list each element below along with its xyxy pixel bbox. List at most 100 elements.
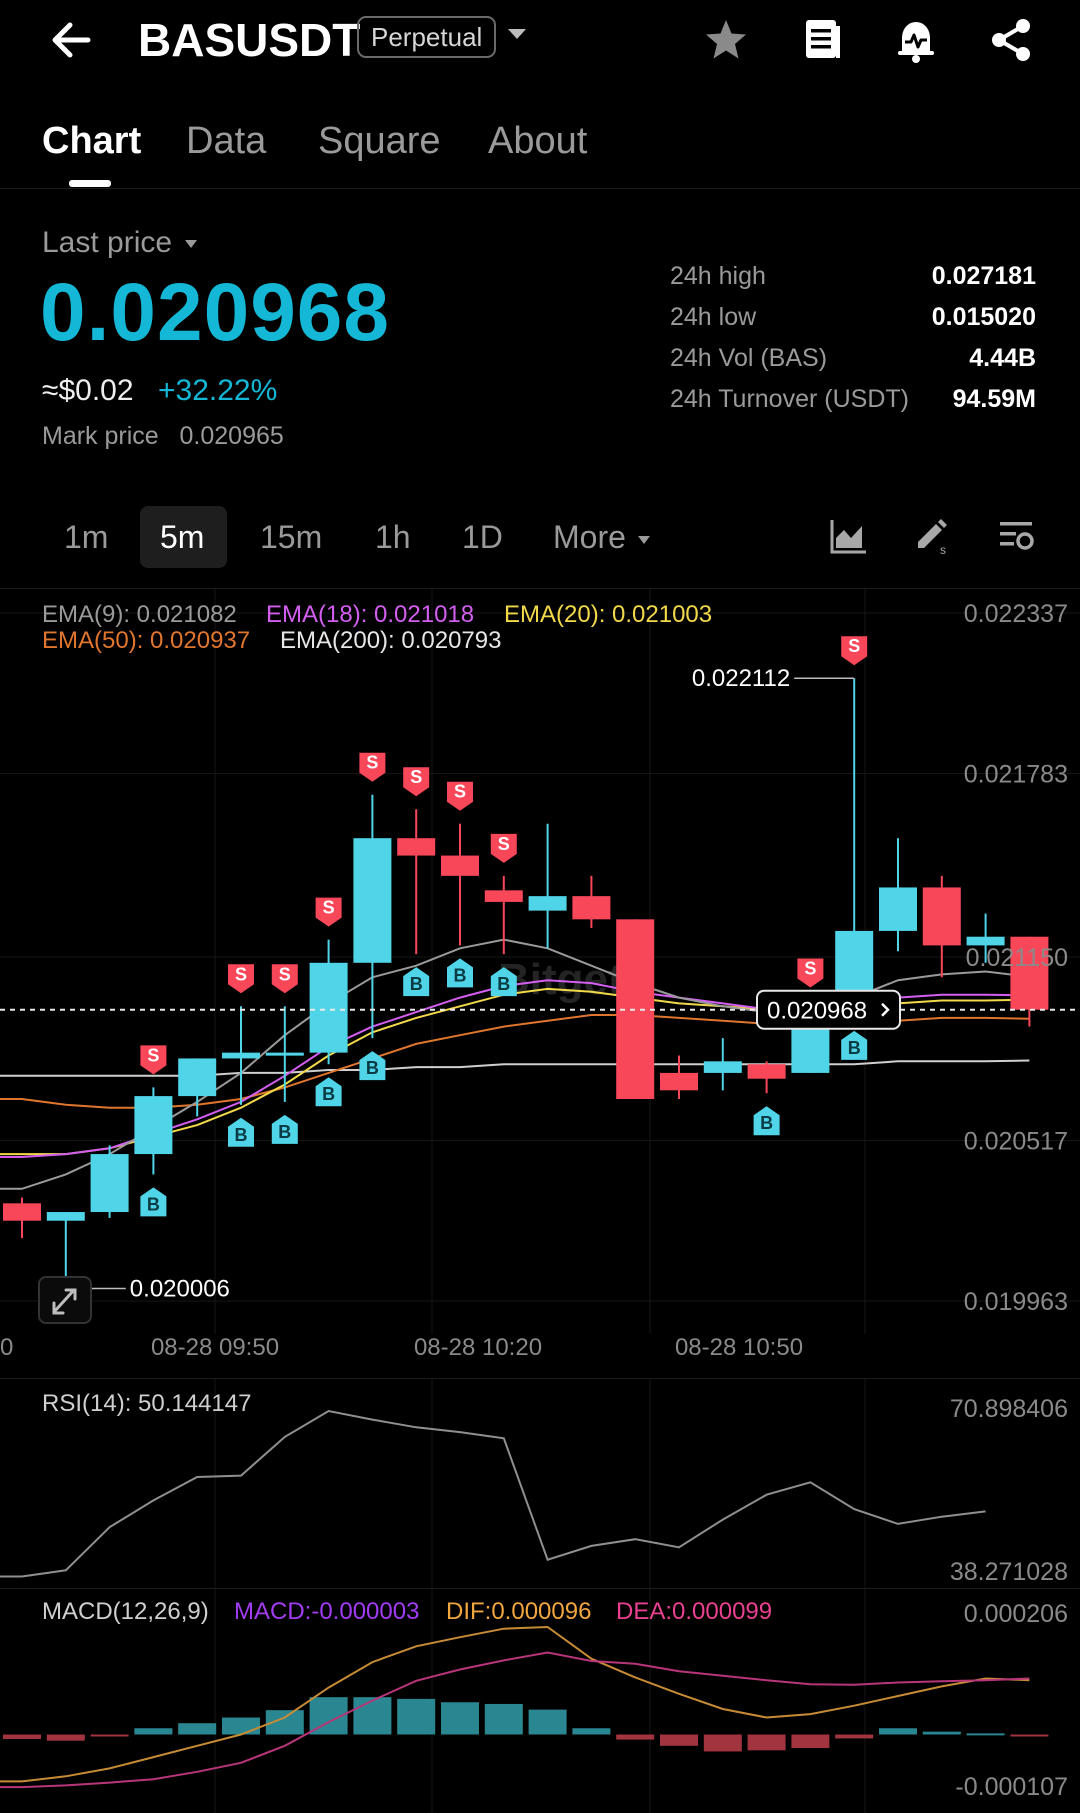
buy-marker: B xyxy=(140,1187,167,1217)
tab-chart[interactable]: Chart xyxy=(42,120,142,162)
x-tick-label: 08-28 10:20 xyxy=(414,1334,542,1361)
svg-text:s: s xyxy=(940,543,946,557)
macd-histogram-bar xyxy=(3,1734,41,1740)
candle xyxy=(46,1212,85,1289)
candle xyxy=(528,823,567,949)
share-icon[interactable] xyxy=(986,14,1038,66)
star-icon[interactable] xyxy=(700,14,752,66)
ema-legend-item: EMA(20): 0.021003 xyxy=(504,601,712,628)
candlestick-chart[interactable]: Bitget S B S B B S S B S B S B S B S B B S S B 0.022112 0.02… xyxy=(0,589,1080,1379)
rsi-label: RSI(14): 50.144147 xyxy=(42,1390,251,1417)
interval-more-label: More xyxy=(553,519,626,555)
y-tick-label: 0.020517 xyxy=(964,1127,1068,1155)
interval-1d[interactable]: 1D xyxy=(462,519,503,555)
stat-label-24h-high: 24h high xyxy=(670,262,766,290)
candle xyxy=(660,1055,698,1100)
stat-label-24h-low: 24h low xyxy=(670,303,757,331)
book-icon[interactable] xyxy=(796,14,848,66)
marker-label: S xyxy=(454,782,466,802)
buy-marker: B xyxy=(403,967,430,997)
macd-histogram-bar xyxy=(90,1734,129,1737)
interval-1h[interactable]: 1h xyxy=(375,519,411,555)
stat-label-24h-turnover: 24h Turnover (USDT) xyxy=(670,385,909,413)
candle xyxy=(1010,936,1049,1027)
macd-histogram-bar xyxy=(616,1734,655,1740)
macd-histogram-bar xyxy=(879,1728,917,1735)
interval-more[interactable]: More xyxy=(553,514,651,560)
x-tick-label: 08-28 09:50 xyxy=(151,1334,279,1361)
last-price-label: Last price xyxy=(42,226,173,259)
sell-marker: S xyxy=(359,752,386,782)
macd-value: MACD:-0.000003 xyxy=(234,1598,419,1625)
macd-max: 0.000206 xyxy=(964,1600,1068,1628)
macd-label: MACD(12,26,9) xyxy=(42,1598,209,1625)
marker-label: S xyxy=(366,753,378,773)
macd-chart: MACD(12,26,9) MACD:-0.000003 DIF:0.00009… xyxy=(0,1588,1080,1813)
last-price-value: 0.020968 xyxy=(40,267,391,358)
macd-histogram-bar xyxy=(966,1733,1005,1736)
low-price-label: 0.020006 xyxy=(130,1276,230,1303)
sell-marker: S xyxy=(228,964,254,994)
y-tick-label: 0.021783 xyxy=(964,761,1068,789)
marker-label: B xyxy=(760,1113,773,1133)
caret-down-icon xyxy=(637,535,650,544)
high-price-label: 0.022112 xyxy=(692,665,790,692)
current-price-value: 0.020968 xyxy=(767,998,867,1025)
dif-value: DIF:0.000096 xyxy=(446,1598,591,1625)
back-arrow-icon[interactable] xyxy=(44,12,100,68)
dif-line xyxy=(0,1625,1030,1783)
interval-5m[interactable]: 5m xyxy=(160,519,205,555)
rsi-line xyxy=(0,1409,986,1578)
candle xyxy=(879,838,917,952)
tab-data[interactable]: Data xyxy=(186,120,267,162)
rsi-max: 70.898406 xyxy=(950,1395,1068,1423)
candle xyxy=(484,875,523,955)
chart-settings-icon[interactable] xyxy=(994,514,1038,558)
indicator-chart-icon[interactable] xyxy=(826,514,870,558)
candle xyxy=(222,1006,260,1105)
chevron-down-icon[interactable] xyxy=(506,26,528,42)
current-price-tag[interactable]: 0.020968 xyxy=(756,989,901,1030)
buy-marker: B xyxy=(447,958,473,988)
interval-1m[interactable]: 1m xyxy=(64,519,109,555)
candle xyxy=(835,678,874,1018)
rsi-chart: RSI(14): 50.144147 70.898406 38.271028 xyxy=(0,1378,1080,1588)
sell-marker: S xyxy=(140,1045,167,1075)
chevron-right-icon xyxy=(881,1002,890,1017)
stat-label-24h-vol: 24h Vol (BAS) xyxy=(670,344,828,372)
x-tick-label: 08-28 10:50 xyxy=(675,1334,803,1361)
candle xyxy=(397,809,436,955)
sell-marker: S xyxy=(447,781,473,811)
tab-square[interactable]: Square xyxy=(318,120,441,162)
macd-histogram-bar xyxy=(922,1731,961,1735)
sell-marker: S xyxy=(271,964,298,994)
tab-about[interactable]: About xyxy=(488,120,588,162)
draw-icon[interactable]: s xyxy=(910,514,954,558)
sell-marker: S xyxy=(797,958,824,988)
ema-legend-item: EMA(50): 0.020937 xyxy=(42,627,250,654)
price-change-percent: +32.22% xyxy=(158,374,278,407)
macd-histogram-bar xyxy=(1010,1734,1049,1737)
stat-value-24h-vol: 4.44B xyxy=(969,344,1036,372)
macd-histogram-bar xyxy=(46,1734,85,1741)
marker-label: B xyxy=(848,1038,861,1058)
sell-marker: S xyxy=(403,767,430,797)
pair-name[interactable]: BASUSDT xyxy=(138,14,361,66)
candle xyxy=(572,875,611,929)
macd-histogram-bar xyxy=(572,1728,611,1735)
caret-down-icon xyxy=(185,240,198,249)
interval-15m[interactable]: 15m xyxy=(260,519,323,555)
ema-legend-item: EMA(9): 0.021082 xyxy=(42,601,237,628)
expand-icon[interactable] xyxy=(38,1276,92,1324)
y-tick-label: 0.021150 xyxy=(966,944,1068,972)
watermark: Bitget xyxy=(498,955,623,1004)
sell-marker: S xyxy=(315,897,342,927)
marker-label: S xyxy=(804,958,816,978)
price-alert-bell-icon[interactable] xyxy=(890,14,942,66)
sell-marker: S xyxy=(490,833,517,863)
last-price-selector[interactable]: Last price xyxy=(42,226,198,260)
active-tab-indicator xyxy=(69,180,111,187)
macd-min: -0.000107 xyxy=(955,1773,1068,1801)
marker-label: B xyxy=(322,1084,335,1104)
candle xyxy=(353,794,392,1039)
